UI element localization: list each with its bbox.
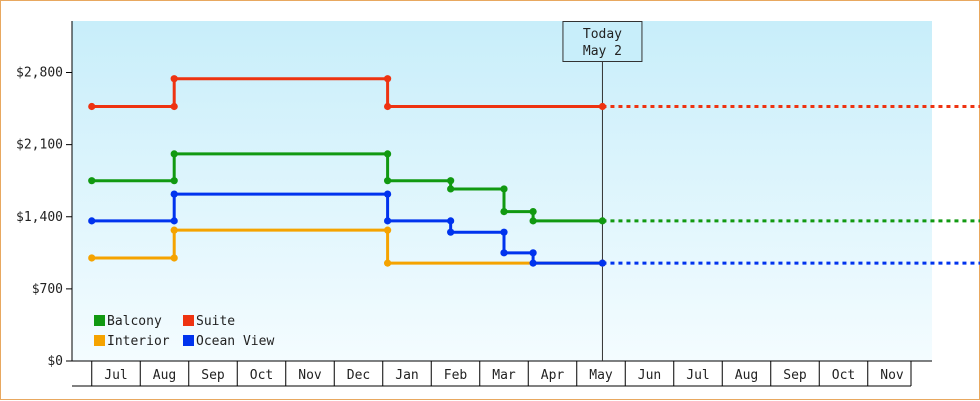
y-tick-label: $2,800 [16, 66, 63, 81]
series-point[interactable] [384, 259, 392, 267]
y-axis: $0 $700 $1,400 $2,100 $2,800 [16, 21, 73, 369]
series-point[interactable] [500, 228, 508, 236]
legend-swatch [183, 335, 194, 346]
legend-item-balcony[interactable]: Balcony [94, 314, 162, 329]
series-point[interactable] [598, 102, 607, 111]
series-point[interactable] [529, 208, 537, 216]
x-tick-label: May [589, 368, 613, 383]
series-point[interactable] [384, 190, 392, 198]
series-point[interactable] [88, 217, 96, 225]
legend-swatch [94, 335, 105, 346]
legend-item-interior[interactable]: Interior [94, 334, 170, 349]
series-point[interactable] [88, 254, 96, 262]
series-point[interactable] [384, 177, 392, 185]
series-point[interactable] [88, 102, 96, 111]
x-tick-label: Jun [638, 368, 661, 383]
series-suite [88, 75, 980, 111]
series-point[interactable] [447, 228, 455, 236]
x-tick-label: Aug [153, 368, 176, 383]
today-date: May 2 [583, 44, 622, 59]
x-tick-label: Jul [104, 368, 127, 383]
x-tick-label: Oct [250, 368, 273, 383]
series-point[interactable] [598, 259, 607, 267]
x-tick-label: Jul [686, 368, 709, 383]
series-line [91, 228, 603, 265]
series-point[interactable] [384, 217, 392, 225]
legend-swatch [94, 315, 105, 326]
series-point[interactable] [529, 259, 537, 267]
x-tick-label: Oct [832, 368, 855, 383]
series-layer [88, 75, 980, 267]
series-point[interactable] [170, 177, 178, 185]
series-point[interactable] [447, 177, 455, 185]
series-point[interactable] [170, 254, 178, 262]
x-tick-label: Mar [492, 368, 516, 383]
x-axis: Jul Aug Sep Oct Nov Dec Jan Feb Mar Apr May Jun Jul A… [72, 360, 932, 387]
series-line [91, 77, 603, 109]
y-tick-label: $1,400 [16, 210, 63, 225]
legend-swatch [183, 315, 194, 326]
today-marker: Today May 2 [562, 21, 643, 361]
series-point[interactable] [598, 217, 607, 225]
series-point[interactable] [447, 217, 455, 225]
series-point[interactable] [384, 102, 392, 111]
x-tick-label: Sep [201, 368, 225, 383]
today-label: Today [583, 27, 622, 42]
series-point[interactable] [447, 185, 455, 193]
series-point[interactable] [500, 185, 508, 193]
x-tick-label: Nov [880, 368, 904, 383]
legend-label: Ocean View [196, 334, 274, 349]
series-point[interactable] [170, 150, 178, 158]
legend-label: Suite [196, 314, 235, 329]
series-point[interactable] [529, 249, 537, 257]
series-point[interactable] [170, 217, 178, 225]
series-point[interactable] [170, 226, 178, 234]
y-tick-label: $2,100 [16, 138, 63, 153]
series-point[interactable] [500, 208, 508, 216]
legend-item-suite[interactable]: Suite [183, 314, 235, 329]
x-tick-label: Jan [395, 368, 418, 383]
series-point[interactable] [170, 190, 178, 198]
series-ocean-view [88, 190, 980, 267]
series-point[interactable] [529, 217, 537, 225]
series-balcony [88, 150, 980, 225]
x-tick-label: Sep [783, 368, 807, 383]
x-tick-label: Feb [444, 368, 468, 383]
series-point[interactable] [500, 249, 508, 257]
series-point[interactable] [170, 75, 178, 83]
x-tick-label: Aug [735, 368, 758, 383]
series-point[interactable] [384, 150, 392, 158]
y-tick-label: $0 [47, 354, 63, 369]
legend-item-ocean-view[interactable]: Ocean View [183, 334, 274, 349]
y-tick-label: $700 [32, 282, 63, 297]
x-tick-label: Apr [541, 368, 565, 383]
series-point[interactable] [384, 226, 392, 234]
series-point[interactable] [88, 177, 96, 185]
x-tick-label: Nov [298, 368, 322, 383]
x-tick-label: Dec [347, 368, 370, 383]
legend-label: Balcony [107, 314, 162, 329]
series-point[interactable] [384, 75, 392, 83]
today-box [562, 21, 643, 62]
legend: Balcony Suite Interior Ocean View [94, 314, 274, 349]
legend-label: Interior [107, 334, 170, 349]
series-point[interactable] [170, 102, 178, 111]
